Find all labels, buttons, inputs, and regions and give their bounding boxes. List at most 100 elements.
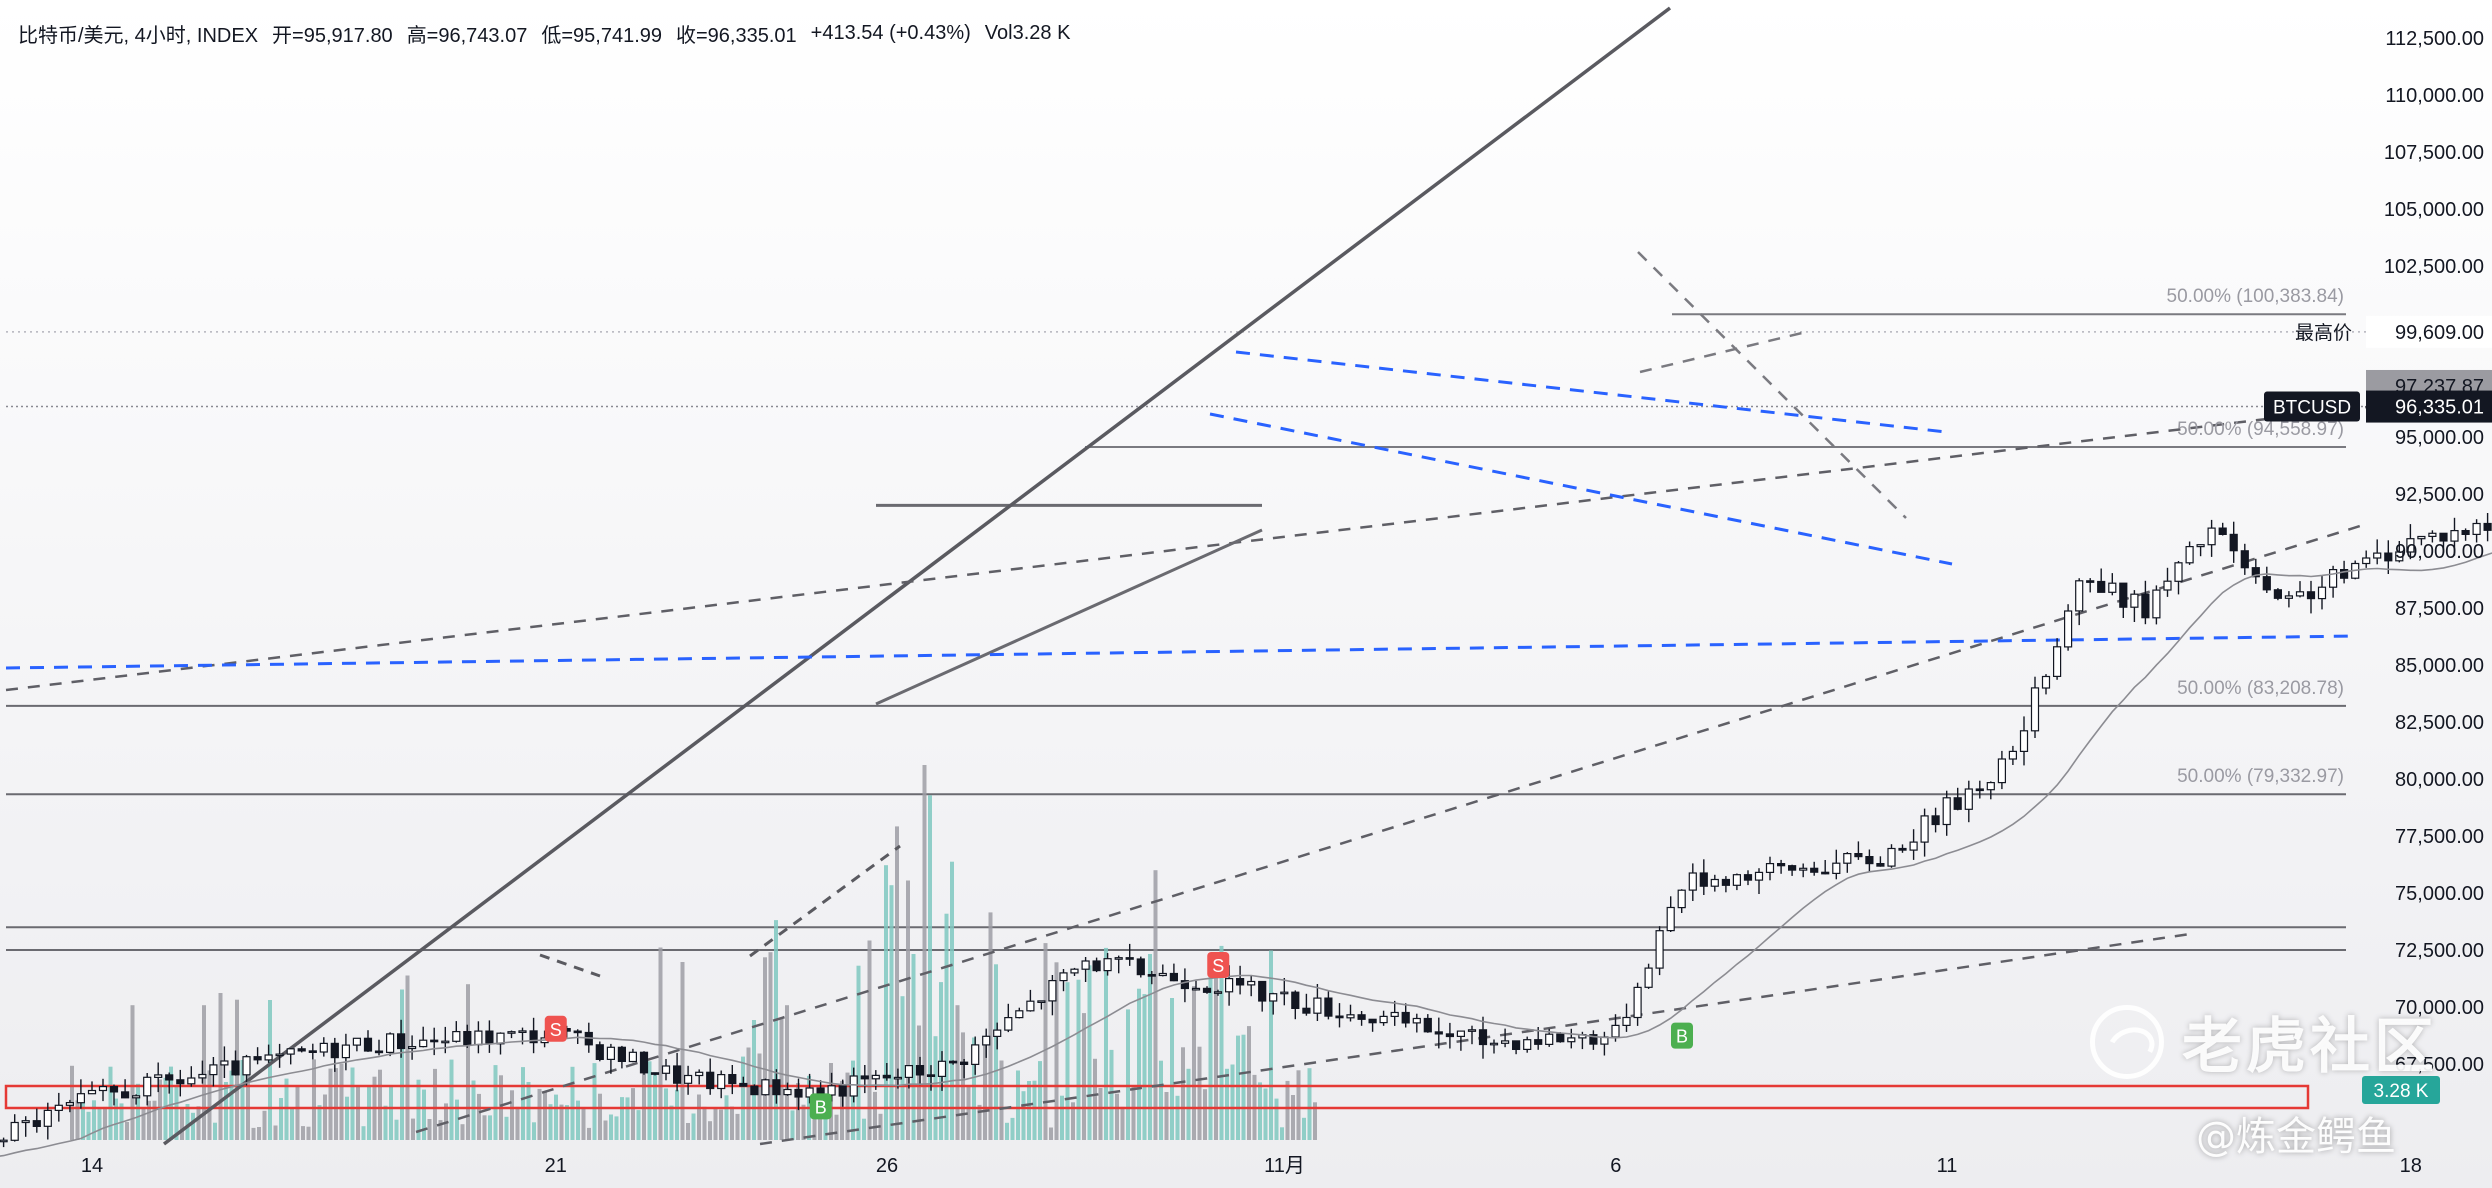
candle-body: [1843, 852, 1852, 864]
candle-body: [529, 1030, 538, 1044]
price-tick-label: 82,500.00: [2395, 712, 2484, 734]
candle-body: [1633, 986, 1642, 1019]
candle-body: [1335, 1015, 1344, 1019]
candle-body: [1070, 968, 1079, 974]
volume-bar: [812, 1107, 817, 1140]
candle-body: [2196, 544, 2205, 548]
volume-bar: [691, 1113, 696, 1140]
candle-body: [1269, 993, 1278, 1002]
volume-bar: [955, 1005, 960, 1140]
price-axis[interactable]: 112,500.00 110,000.00 107,500.00 105,000.00…: [2264, 28, 2492, 1104]
volume-badge: [2362, 1076, 2440, 1104]
candle-body: [10, 1121, 19, 1141]
candle-body: [2306, 591, 2316, 600]
volume-bar: [999, 1060, 1004, 1140]
candle-body: [794, 1088, 803, 1098]
volume-bar: [295, 1086, 300, 1140]
volume-bar: [1263, 1088, 1268, 1140]
time-tick-label: 14: [81, 1155, 103, 1177]
price-tick-label: 75,000.00: [2395, 883, 2484, 905]
volume-bar: [1109, 1049, 1114, 1140]
candle-body: [1997, 758, 2007, 784]
volume-bar: [834, 1114, 839, 1140]
candle-body: [2229, 533, 2238, 552]
volume-bar: [922, 765, 927, 1140]
volume-bar: [1247, 1026, 1251, 1140]
volume-bar: [730, 1106, 734, 1140]
price-tick-label: 67,500.00: [2395, 1054, 2484, 1076]
candle-body: [993, 1029, 1002, 1037]
signal-label: B: [815, 1097, 827, 1117]
volume-bar: [532, 1122, 536, 1140]
volume-bar: [312, 1059, 316, 1140]
candle-body: [32, 1120, 41, 1127]
volume-bar: [768, 952, 773, 1140]
volume-bar: [1016, 1070, 1020, 1140]
symbol-title[interactable]: 比特币/美元, 4小时, INDEX: [18, 24, 259, 47]
blue-resistance-dashed: [1235, 350, 1947, 434]
volume-bar: [603, 1120, 608, 1140]
volume-bar: [785, 1005, 789, 1140]
volume-bar: [565, 1105, 569, 1140]
candle-body: [1324, 997, 1333, 1017]
candle-body: [849, 1075, 858, 1097]
candle-body: [871, 1074, 880, 1080]
volume-bar: [1296, 1070, 1301, 1140]
candle-body: [761, 1079, 770, 1096]
candle-body: [76, 1093, 86, 1104]
candle-body: [1048, 979, 1057, 1002]
volume-bar: [873, 1091, 877, 1140]
candle-body: [1909, 841, 1918, 851]
volume-bar: [1208, 958, 1213, 1140]
signal-label: S: [1212, 956, 1224, 976]
volume-bar: [1313, 1102, 1317, 1140]
candle-body: [2174, 562, 2183, 582]
fib-label: 50.00% (94,558.97): [2177, 419, 2344, 440]
volume-bar: [433, 1068, 437, 1140]
volume-bar: [422, 1089, 426, 1140]
candle-body: [1346, 1014, 1355, 1019]
candle-body: [2472, 522, 2481, 535]
sell-signal-badge: S: [1207, 951, 1230, 978]
candle-body: [2295, 591, 2305, 597]
candle-body: [2086, 580, 2095, 583]
candle-body: [982, 1035, 991, 1046]
volume-bar: [125, 1122, 129, 1140]
volume-bar: [1049, 1127, 1053, 1140]
volume-bar: [147, 1100, 151, 1140]
volume-bar: [977, 1104, 982, 1140]
trendline-drawings: [4, 6, 2492, 1146]
volume-bar: [1164, 1092, 1169, 1140]
buy-sell-signals: S B S B: [544, 951, 1693, 1120]
volume-bar: [631, 1088, 635, 1140]
candle-body: [463, 1030, 472, 1046]
price-tick-label: 77,500.00: [2395, 826, 2484, 848]
volume-bar: [526, 1082, 531, 1140]
volume-bar: [587, 1127, 591, 1140]
candle-body: [474, 1030, 483, 1046]
volume-bar: [97, 1108, 102, 1140]
blue-support-dashed: [5, 634, 2357, 670]
volume-bar: [609, 1114, 613, 1140]
candle-body: [2273, 589, 2282, 599]
candle-body: [1688, 872, 1697, 891]
candle-body: [1224, 977, 1234, 993]
time-axis[interactable]: 14212611月611182512月9162312:00: [81, 1155, 2492, 1177]
volume-bar: [361, 1126, 366, 1140]
volume-bar: [1214, 976, 1218, 1140]
candle-body: [1456, 1030, 1466, 1037]
candle-body: [120, 1091, 130, 1099]
volume-bar: [1269, 950, 1273, 1140]
volume-bar: [471, 1080, 476, 1140]
volume-bar: [350, 1067, 355, 1140]
volume-bar: [268, 1000, 272, 1140]
volume-bar: [944, 913, 949, 1140]
candle-body: [1523, 1039, 1532, 1050]
price-tick-label: 80,000.00: [2395, 769, 2484, 791]
volume-bar: [625, 1097, 630, 1140]
candle-body: [297, 1048, 306, 1052]
volume-bar: [1230, 1064, 1235, 1140]
volume-bar: [174, 1086, 179, 1140]
price-tick-label: 107,500.00: [2384, 142, 2484, 164]
